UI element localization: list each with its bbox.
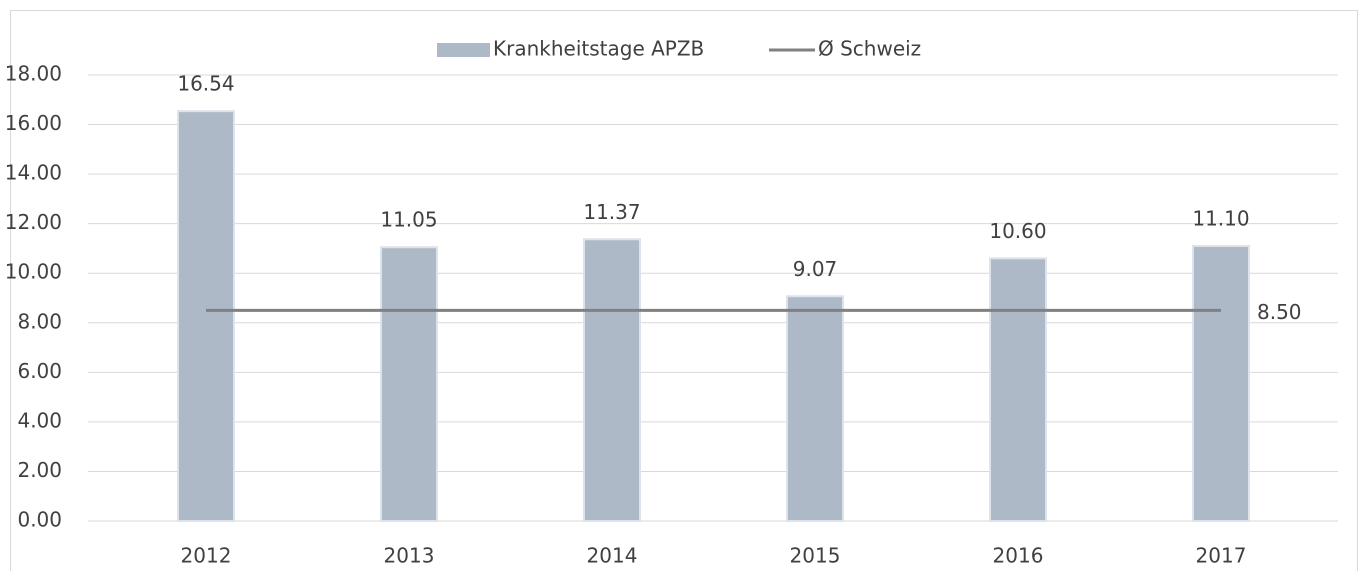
data-label: 11.37 — [583, 200, 640, 224]
bar — [583, 238, 641, 522]
x-tick-label: 2016 — [993, 544, 1044, 568]
y-tick-label: 8.00 — [17, 309, 62, 333]
y-tick-label: 4.00 — [17, 408, 62, 432]
bar — [380, 246, 438, 522]
y-tick-label: 6.00 — [17, 359, 62, 383]
y-tick-label: 0.00 — [17, 508, 62, 532]
bar — [1192, 244, 1250, 522]
x-tick-label: 2017 — [1196, 544, 1247, 568]
y-tick-label: 18.00 — [5, 62, 62, 86]
bar — [786, 295, 844, 523]
legend-label: Ø Schweiz — [818, 37, 921, 61]
x-tick-label: 2013 — [384, 544, 435, 568]
y-tick-label: 16.00 — [5, 111, 62, 135]
legend-label: Krankheitstage APZB — [493, 37, 704, 61]
x-tick-label: 2015 — [790, 544, 841, 568]
x-tick-label: 2014 — [587, 544, 638, 568]
data-label: 10.60 — [989, 219, 1046, 243]
legend-swatch — [437, 43, 490, 57]
y-tick-label: 14.00 — [5, 161, 62, 185]
y-tick-label: 12.00 — [5, 210, 62, 234]
data-label: 8.50 — [1257, 300, 1302, 324]
y-tick-label: 10.00 — [5, 260, 62, 284]
x-tick-label: 2012 — [181, 544, 232, 568]
chart-frame — [10, 10, 1358, 571]
y-tick-label: 2.00 — [17, 458, 62, 482]
data-label: 11.05 — [380, 208, 437, 232]
data-label: 11.10 — [1192, 206, 1249, 230]
data-label: 9.07 — [793, 257, 838, 281]
bar — [177, 110, 235, 522]
bar — [989, 257, 1047, 522]
data-label: 16.54 — [177, 72, 234, 96]
